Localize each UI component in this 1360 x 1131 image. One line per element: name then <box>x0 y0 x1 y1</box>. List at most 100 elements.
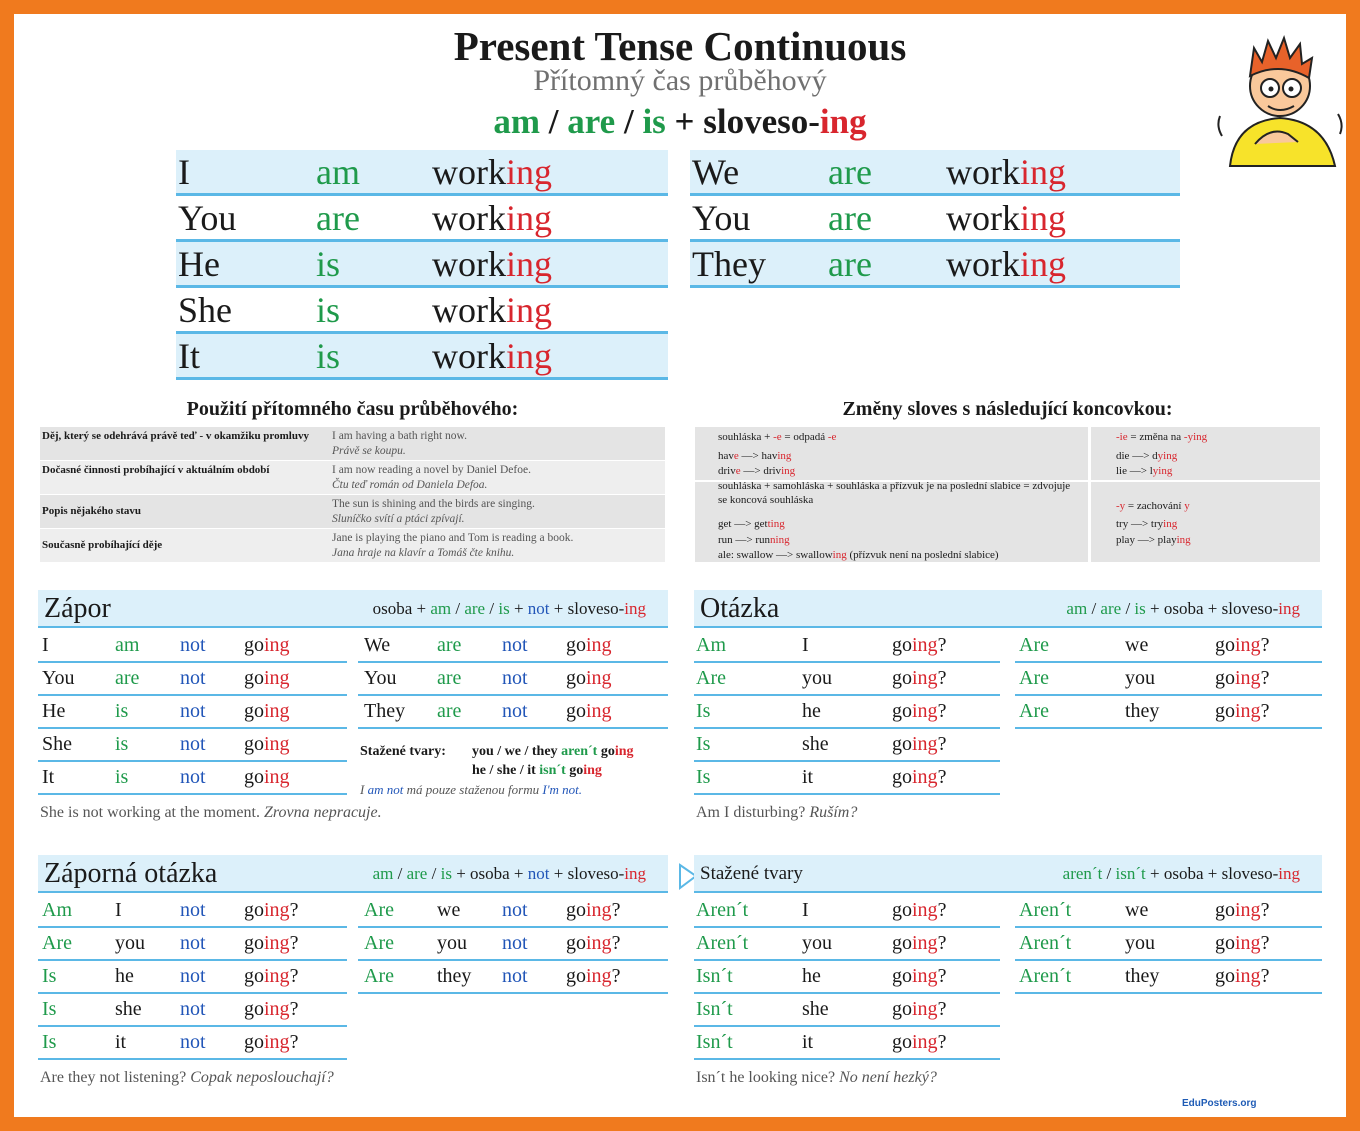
table-row: It is not going <box>38 762 347 795</box>
table-row: You are working <box>690 196 1180 242</box>
table-cell: We <box>692 152 740 192</box>
text-segment: work <box>432 152 506 192</box>
change-rule: ale: swallow —> swallowing (přízvuk není… <box>718 548 999 562</box>
text-segment: ? <box>937 998 947 1020</box>
table-cell: going? <box>892 762 946 793</box>
table-row: Is she going? <box>694 729 1000 762</box>
change-rule: -y = zachování y <box>1116 499 1190 513</box>
table-cell: is <box>115 766 129 788</box>
table-cell: Is <box>696 766 711 788</box>
text-segment: go <box>1215 899 1235 921</box>
table-row: He is not going <box>38 696 347 729</box>
text-segment: ning <box>770 534 790 546</box>
table-cell: not <box>180 700 206 722</box>
example-czech: Zrovna nepracuje. <box>263 804 382 821</box>
table-cell: she <box>115 998 142 1020</box>
footer-brand: EduPosters.org <box>1182 1098 1257 1109</box>
table-cell: going? <box>892 1027 946 1058</box>
table-row: Is he not going? <box>38 961 347 994</box>
section-title: Zápor <box>44 593 111 624</box>
usage-row: Současně probíhající děje Jane is playing… <box>40 529 665 562</box>
text-segment: ? <box>1260 899 1270 921</box>
text-segment: ? <box>1260 700 1270 722</box>
text-segment: = zachování <box>1125 500 1185 512</box>
text-segment: ? <box>1260 634 1270 656</box>
text-segment: / <box>1087 599 1101 618</box>
table-cell: they <box>437 965 472 987</box>
text-segment: go <box>892 998 912 1020</box>
text-segment: -e <box>773 431 782 443</box>
table-cell: It <box>178 336 200 376</box>
text-segment: are <box>567 102 616 141</box>
divider <box>695 480 1320 482</box>
text-segment: work <box>946 244 1020 284</box>
section-header: Otázka am / are / is + osoba + sloveso-in… <box>694 590 1322 628</box>
table-row: Aren´t they going? <box>1015 961 1322 994</box>
table-cell: We <box>364 634 391 656</box>
text-segment: go <box>892 634 912 656</box>
table-cell: not <box>502 965 528 987</box>
text-segment: go <box>244 965 264 987</box>
table-cell: Am <box>696 634 726 656</box>
table-cell: going? <box>244 895 298 926</box>
table-cell: Am <box>42 899 72 921</box>
table-cell: is <box>316 290 341 330</box>
example: Isn´t he looking nice? No není hezký? <box>696 1069 937 1087</box>
text-segment: ? <box>937 899 947 921</box>
table-row: Are you not going? <box>358 928 668 961</box>
table-cell: it <box>802 766 814 788</box>
text-segment: ? <box>1260 932 1270 954</box>
usage-description: Současně probíhající děje <box>42 539 163 551</box>
table-cell: it <box>115 1031 127 1053</box>
table-cell: I <box>42 634 49 656</box>
text-segment: = odpadá <box>781 431 828 443</box>
text-segment: / <box>427 864 441 883</box>
text-segment: go <box>566 965 586 987</box>
table-cell: Aren´t <box>696 932 749 954</box>
table-cell: not <box>180 766 206 788</box>
text-segment: ing <box>1020 152 1067 192</box>
text-segment: am <box>372 864 394 883</box>
text-segment: work <box>432 290 506 330</box>
table-cell: going? <box>1215 895 1269 926</box>
table-cell: working <box>432 334 552 378</box>
text-segment: go <box>1215 965 1235 987</box>
table-cell: Are <box>696 667 726 689</box>
table-cell: you <box>437 932 467 954</box>
text-segment: go <box>566 634 586 656</box>
table-cell: is <box>316 336 341 376</box>
text-segment: ing <box>506 336 553 376</box>
table-cell: Aren´t <box>696 899 749 921</box>
notes-label: Stažené tvary: <box>360 744 446 759</box>
table-cell: we <box>437 899 461 921</box>
changes-heading: Změny sloves s následující koncovkou: <box>842 398 1173 420</box>
table-cell: going? <box>892 729 946 760</box>
text-segment: ing <box>586 965 612 987</box>
usage-row: Dočasné činnosti probíhající v aktuálním… <box>40 461 665 494</box>
text-segment: = změna na <box>1127 431 1184 443</box>
table-cell: working <box>432 288 552 332</box>
text-segment: + osoba + <box>451 864 528 883</box>
table-cell: not <box>180 965 206 987</box>
table-cell: going <box>244 663 290 694</box>
example: Are they not listening? Copak neposlouch… <box>40 1069 334 1087</box>
text-segment: ing <box>1163 518 1178 530</box>
text-segment: lie —> l <box>1116 465 1153 477</box>
table-row: Are you going? <box>694 663 1000 696</box>
text-segment: / <box>1121 599 1135 618</box>
text-segment: e <box>733 450 739 462</box>
text-segment: -ying <box>1183 431 1208 443</box>
text-segment: ing <box>264 998 290 1020</box>
text-segment: ? <box>289 899 299 921</box>
table-row: You are not going <box>38 663 347 696</box>
text-segment: ing <box>264 733 290 755</box>
text-segment: ale: swallow —> swallow <box>718 549 833 561</box>
table-cell: going? <box>244 1027 298 1058</box>
text-segment: ing <box>1235 700 1261 722</box>
example-czech: Copak neposlouchají? <box>190 1069 334 1086</box>
text-segment: ing <box>586 634 612 656</box>
table-row: We are not going <box>358 630 668 663</box>
section-formula: aren´t / isn´t + osoba + sloveso-ing <box>1063 857 1300 891</box>
table-cell: he <box>115 965 134 987</box>
